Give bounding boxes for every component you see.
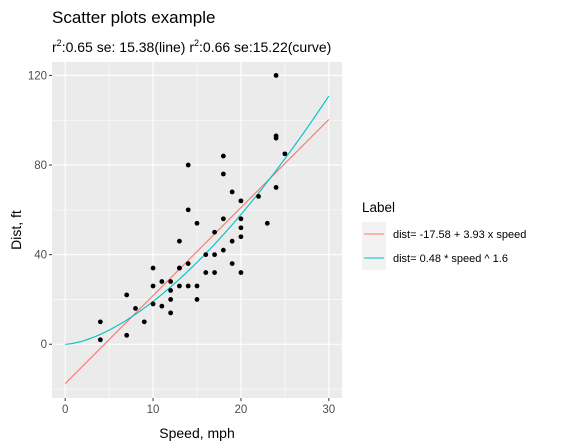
chart-title: Scatter plots example xyxy=(52,8,215,27)
data-point xyxy=(212,229,217,235)
x-axis-ticks: 0 10 20 30 xyxy=(62,398,335,416)
data-point xyxy=(97,337,103,343)
data-point xyxy=(238,270,244,275)
data-point xyxy=(203,252,209,258)
data-point xyxy=(97,319,103,325)
data-point xyxy=(238,225,244,231)
legend: Label dist= -17.58 + 3.93 x speed dist= 0… xyxy=(362,200,526,270)
legend-label: dist= -17.58 + 3.93 x speed xyxy=(393,229,526,241)
data-point xyxy=(177,283,182,289)
subtitle-curve-r-label: r xyxy=(189,39,194,55)
data-point xyxy=(229,238,235,244)
data-point xyxy=(282,151,288,157)
data-point xyxy=(177,238,182,244)
data-point xyxy=(238,234,244,240)
data-point xyxy=(133,306,138,311)
data-point xyxy=(141,319,147,325)
data-point xyxy=(150,265,156,271)
chart-subtitle: r2:0.65 se: 15.38(line) r2:0.66 se:15.22… xyxy=(52,38,331,55)
y-tick-label: 80 xyxy=(34,160,47,172)
data-point xyxy=(150,301,156,307)
data-point xyxy=(256,194,261,199)
fit-lines xyxy=(64,95,330,385)
data-point xyxy=(212,270,217,275)
data-point xyxy=(159,279,165,284)
data-point xyxy=(185,207,191,213)
subtitle-curve-r-sup: 2 xyxy=(194,38,199,48)
subtitle-line-r-label: r xyxy=(52,39,57,55)
x-tick-label: 0 xyxy=(62,404,68,416)
y-tick-label: 120 xyxy=(28,70,47,82)
data-point xyxy=(229,261,235,266)
data-point xyxy=(194,297,200,302)
data-point xyxy=(273,133,279,139)
data-points xyxy=(97,73,288,343)
fit-line-power xyxy=(65,95,330,345)
data-point xyxy=(168,297,174,302)
data-point xyxy=(212,252,217,258)
data-point xyxy=(185,261,191,266)
subtitle-line-stats: :0.65 se: 15.38(line) xyxy=(62,39,190,55)
y-axis-title: Dist, ft xyxy=(8,210,24,250)
legend-label: dist= 0.48 * speed ^ 1.6 xyxy=(393,253,508,265)
x-tick-label: 20 xyxy=(235,404,248,416)
data-point xyxy=(220,153,226,159)
y-tick-label: 0 xyxy=(41,339,47,351)
data-point xyxy=(273,185,279,190)
data-point xyxy=(220,171,226,177)
data-point xyxy=(159,303,165,309)
data-point xyxy=(194,283,200,289)
subtitle-curve-stats: :0.66 se:15.22(curve) xyxy=(199,39,331,55)
x-axis-title: Speed, mph xyxy=(159,425,235,441)
data-point xyxy=(168,279,174,284)
x-tick-label: 10 xyxy=(147,404,160,416)
data-point xyxy=(168,310,174,316)
data-point xyxy=(273,73,279,78)
x-tick-label: 30 xyxy=(322,404,335,416)
data-point xyxy=(168,288,174,293)
data-point xyxy=(220,216,226,222)
data-point xyxy=(185,162,191,168)
fit-line-linear xyxy=(64,119,330,385)
data-point xyxy=(124,292,130,298)
subtitle-line-r-sup: 2 xyxy=(57,38,62,48)
data-point xyxy=(203,270,209,275)
data-point xyxy=(229,189,235,195)
y-tick-label: 40 xyxy=(34,250,47,262)
data-point xyxy=(185,283,191,289)
data-point xyxy=(177,265,182,271)
data-point xyxy=(150,283,156,289)
data-point xyxy=(194,220,200,226)
data-point xyxy=(238,198,244,204)
legend-title: Label xyxy=(362,200,395,215)
data-point xyxy=(220,247,226,253)
data-point xyxy=(124,332,130,338)
data-point xyxy=(264,220,270,226)
y-axis-ticks: 0 40 80 120 xyxy=(28,70,52,351)
data-point xyxy=(238,216,244,222)
